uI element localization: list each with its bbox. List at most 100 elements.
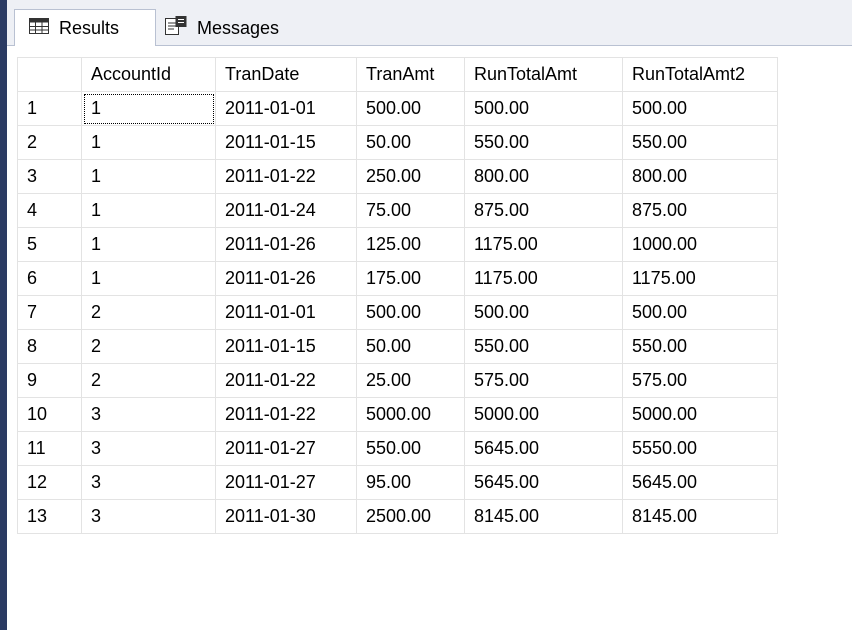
runtotalamt-cell[interactable]: 500.00 xyxy=(464,91,623,126)
trandate-cell[interactable]: 2011-01-22 xyxy=(215,363,357,398)
row-number-header[interactable] xyxy=(17,57,82,92)
table-row[interactable]: 4 1 2011-01-24 75.00 875.00 875.00 xyxy=(17,193,778,228)
table-row[interactable]: 8 2 2011-01-15 50.00 550.00 550.00 xyxy=(17,329,778,364)
table-row[interactable]: 9 2 2011-01-22 25.00 575.00 575.00 xyxy=(17,363,778,398)
trandate-cell[interactable]: 2011-01-01 xyxy=(215,295,357,330)
table-row[interactable]: 10 3 2011-01-22 5000.00 5000.00 5000.00 xyxy=(17,397,778,432)
column-header-runtotalamt[interactable]: RunTotalAmt xyxy=(464,57,623,92)
row-number-cell[interactable]: 8 xyxy=(17,329,82,364)
row-number-cell[interactable]: 9 xyxy=(17,363,82,398)
runtotalamt2-cell[interactable]: 800.00 xyxy=(622,159,778,194)
table-row[interactable]: 12 3 2011-01-27 95.00 5645.00 5645.00 xyxy=(17,465,778,500)
row-number-cell[interactable]: 13 xyxy=(17,499,82,534)
row-number-cell[interactable]: 12 xyxy=(17,465,82,500)
column-header-tranamt[interactable]: TranAmt xyxy=(356,57,465,92)
runtotalamt2-cell[interactable]: 500.00 xyxy=(622,295,778,330)
row-number-cell[interactable]: 4 xyxy=(17,193,82,228)
column-header-accountid[interactable]: AccountId xyxy=(81,57,216,92)
table-row[interactable]: 6 1 2011-01-26 175.00 1175.00 1175.00 xyxy=(17,261,778,296)
results-grid[interactable]: AccountId TranDate TranAmt RunTotalAmt R… xyxy=(17,57,778,534)
runtotalamt-cell[interactable]: 550.00 xyxy=(464,125,623,160)
runtotalamt-cell[interactable]: 875.00 xyxy=(464,193,623,228)
row-number-cell[interactable]: 2 xyxy=(17,125,82,160)
accountid-cell[interactable]: 1 xyxy=(81,125,216,160)
accountid-cell[interactable]: 1 xyxy=(81,91,216,126)
row-number-cell[interactable]: 5 xyxy=(17,227,82,262)
runtotalamt2-cell[interactable]: 550.00 xyxy=(622,125,778,160)
accountid-cell[interactable]: 1 xyxy=(81,227,216,262)
runtotalamt2-cell[interactable]: 5645.00 xyxy=(622,465,778,500)
tranamt-cell[interactable]: 50.00 xyxy=(356,125,465,160)
table-row[interactable]: 13 3 2011-01-30 2500.00 8145.00 8145.00 xyxy=(17,499,778,534)
trandate-cell[interactable]: 2011-01-15 xyxy=(215,329,357,364)
trandate-cell[interactable]: 2011-01-22 xyxy=(215,159,357,194)
accountid-cell[interactable]: 1 xyxy=(81,193,216,228)
runtotalamt-cell[interactable]: 500.00 xyxy=(464,295,623,330)
tranamt-cell[interactable]: 2500.00 xyxy=(356,499,465,534)
runtotalamt-cell[interactable]: 550.00 xyxy=(464,329,623,364)
runtotalamt2-cell[interactable]: 550.00 xyxy=(622,329,778,364)
runtotalamt-cell[interactable]: 1175.00 xyxy=(464,227,623,262)
accountid-cell[interactable]: 3 xyxy=(81,397,216,432)
trandate-cell[interactable]: 2011-01-22 xyxy=(215,397,357,432)
accountid-cell[interactable]: 1 xyxy=(81,159,216,194)
runtotalamt-cell[interactable]: 5645.00 xyxy=(464,465,623,500)
table-row[interactable]: 7 2 2011-01-01 500.00 500.00 500.00 xyxy=(17,295,778,330)
accountid-cell[interactable]: 1 xyxy=(81,261,216,296)
table-row[interactable]: 1 1 2011-01-01 500.00 500.00 500.00 xyxy=(17,91,778,126)
runtotalamt2-cell[interactable]: 500.00 xyxy=(622,91,778,126)
tranamt-cell[interactable]: 50.00 xyxy=(356,329,465,364)
tranamt-cell[interactable]: 500.00 xyxy=(356,295,465,330)
trandate-cell[interactable]: 2011-01-26 xyxy=(215,227,357,262)
accountid-cell[interactable]: 3 xyxy=(81,431,216,466)
row-number-cell[interactable]: 7 xyxy=(17,295,82,330)
trandate-cell[interactable]: 2011-01-30 xyxy=(215,499,357,534)
trandate-cell[interactable]: 2011-01-27 xyxy=(215,465,357,500)
table-row[interactable]: 11 3 2011-01-27 550.00 5645.00 5550.00 xyxy=(17,431,778,466)
trandate-cell[interactable]: 2011-01-15 xyxy=(215,125,357,160)
row-number-cell[interactable]: 10 xyxy=(17,397,82,432)
runtotalamt2-cell[interactable]: 5000.00 xyxy=(622,397,778,432)
accountid-cell[interactable]: 2 xyxy=(81,295,216,330)
tranamt-cell[interactable]: 5000.00 xyxy=(356,397,465,432)
trandate-cell[interactable]: 2011-01-26 xyxy=(215,261,357,296)
accountid-cell[interactable]: 2 xyxy=(81,329,216,364)
runtotalamt-cell[interactable]: 1175.00 xyxy=(464,261,623,296)
tranamt-cell[interactable]: 25.00 xyxy=(356,363,465,398)
runtotalamt2-cell[interactable]: 8145.00 xyxy=(622,499,778,534)
tab-results[interactable]: Results xyxy=(14,9,156,47)
table-row[interactable]: 3 1 2011-01-22 250.00 800.00 800.00 xyxy=(17,159,778,194)
tranamt-cell[interactable]: 550.00 xyxy=(356,431,465,466)
runtotalamt-cell[interactable]: 8145.00 xyxy=(464,499,623,534)
column-header-runtotalamt2[interactable]: RunTotalAmt2 xyxy=(622,57,778,92)
tranamt-cell[interactable]: 175.00 xyxy=(356,261,465,296)
accountid-cell[interactable]: 3 xyxy=(81,499,216,534)
column-header-trandate[interactable]: TranDate xyxy=(215,57,357,92)
table-row[interactable]: 2 1 2011-01-15 50.00 550.00 550.00 xyxy=(17,125,778,160)
trandate-cell[interactable]: 2011-01-01 xyxy=(215,91,357,126)
row-number-cell[interactable]: 3 xyxy=(17,159,82,194)
runtotalamt2-cell[interactable]: 5550.00 xyxy=(622,431,778,466)
runtotalamt-cell[interactable]: 575.00 xyxy=(464,363,623,398)
table-row[interactable]: 5 1 2011-01-26 125.00 1175.00 1000.00 xyxy=(17,227,778,262)
tranamt-cell[interactable]: 125.00 xyxy=(356,227,465,262)
tranamt-cell[interactable]: 500.00 xyxy=(356,91,465,126)
runtotalamt2-cell[interactable]: 875.00 xyxy=(622,193,778,228)
accountid-cell[interactable]: 3 xyxy=(81,465,216,500)
trandate-cell[interactable]: 2011-01-24 xyxy=(215,193,357,228)
row-number-cell[interactable]: 11 xyxy=(17,431,82,466)
runtotalamt-cell[interactable]: 5645.00 xyxy=(464,431,623,466)
runtotalamt2-cell[interactable]: 575.00 xyxy=(622,363,778,398)
tranamt-cell[interactable]: 75.00 xyxy=(356,193,465,228)
tranamt-cell[interactable]: 95.00 xyxy=(356,465,465,500)
row-number-cell[interactable]: 1 xyxy=(17,91,82,126)
row-number-cell[interactable]: 6 xyxy=(17,261,82,296)
tranamt-cell[interactable]: 250.00 xyxy=(356,159,465,194)
runtotalamt-cell[interactable]: 5000.00 xyxy=(464,397,623,432)
trandate-cell[interactable]: 2011-01-27 xyxy=(215,431,357,466)
runtotalamt-cell[interactable]: 800.00 xyxy=(464,159,623,194)
runtotalamt2-cell[interactable]: 1000.00 xyxy=(622,227,778,262)
accountid-cell[interactable]: 2 xyxy=(81,363,216,398)
tab-messages[interactable]: Messages xyxy=(156,11,316,46)
runtotalamt2-cell[interactable]: 1175.00 xyxy=(622,261,778,296)
